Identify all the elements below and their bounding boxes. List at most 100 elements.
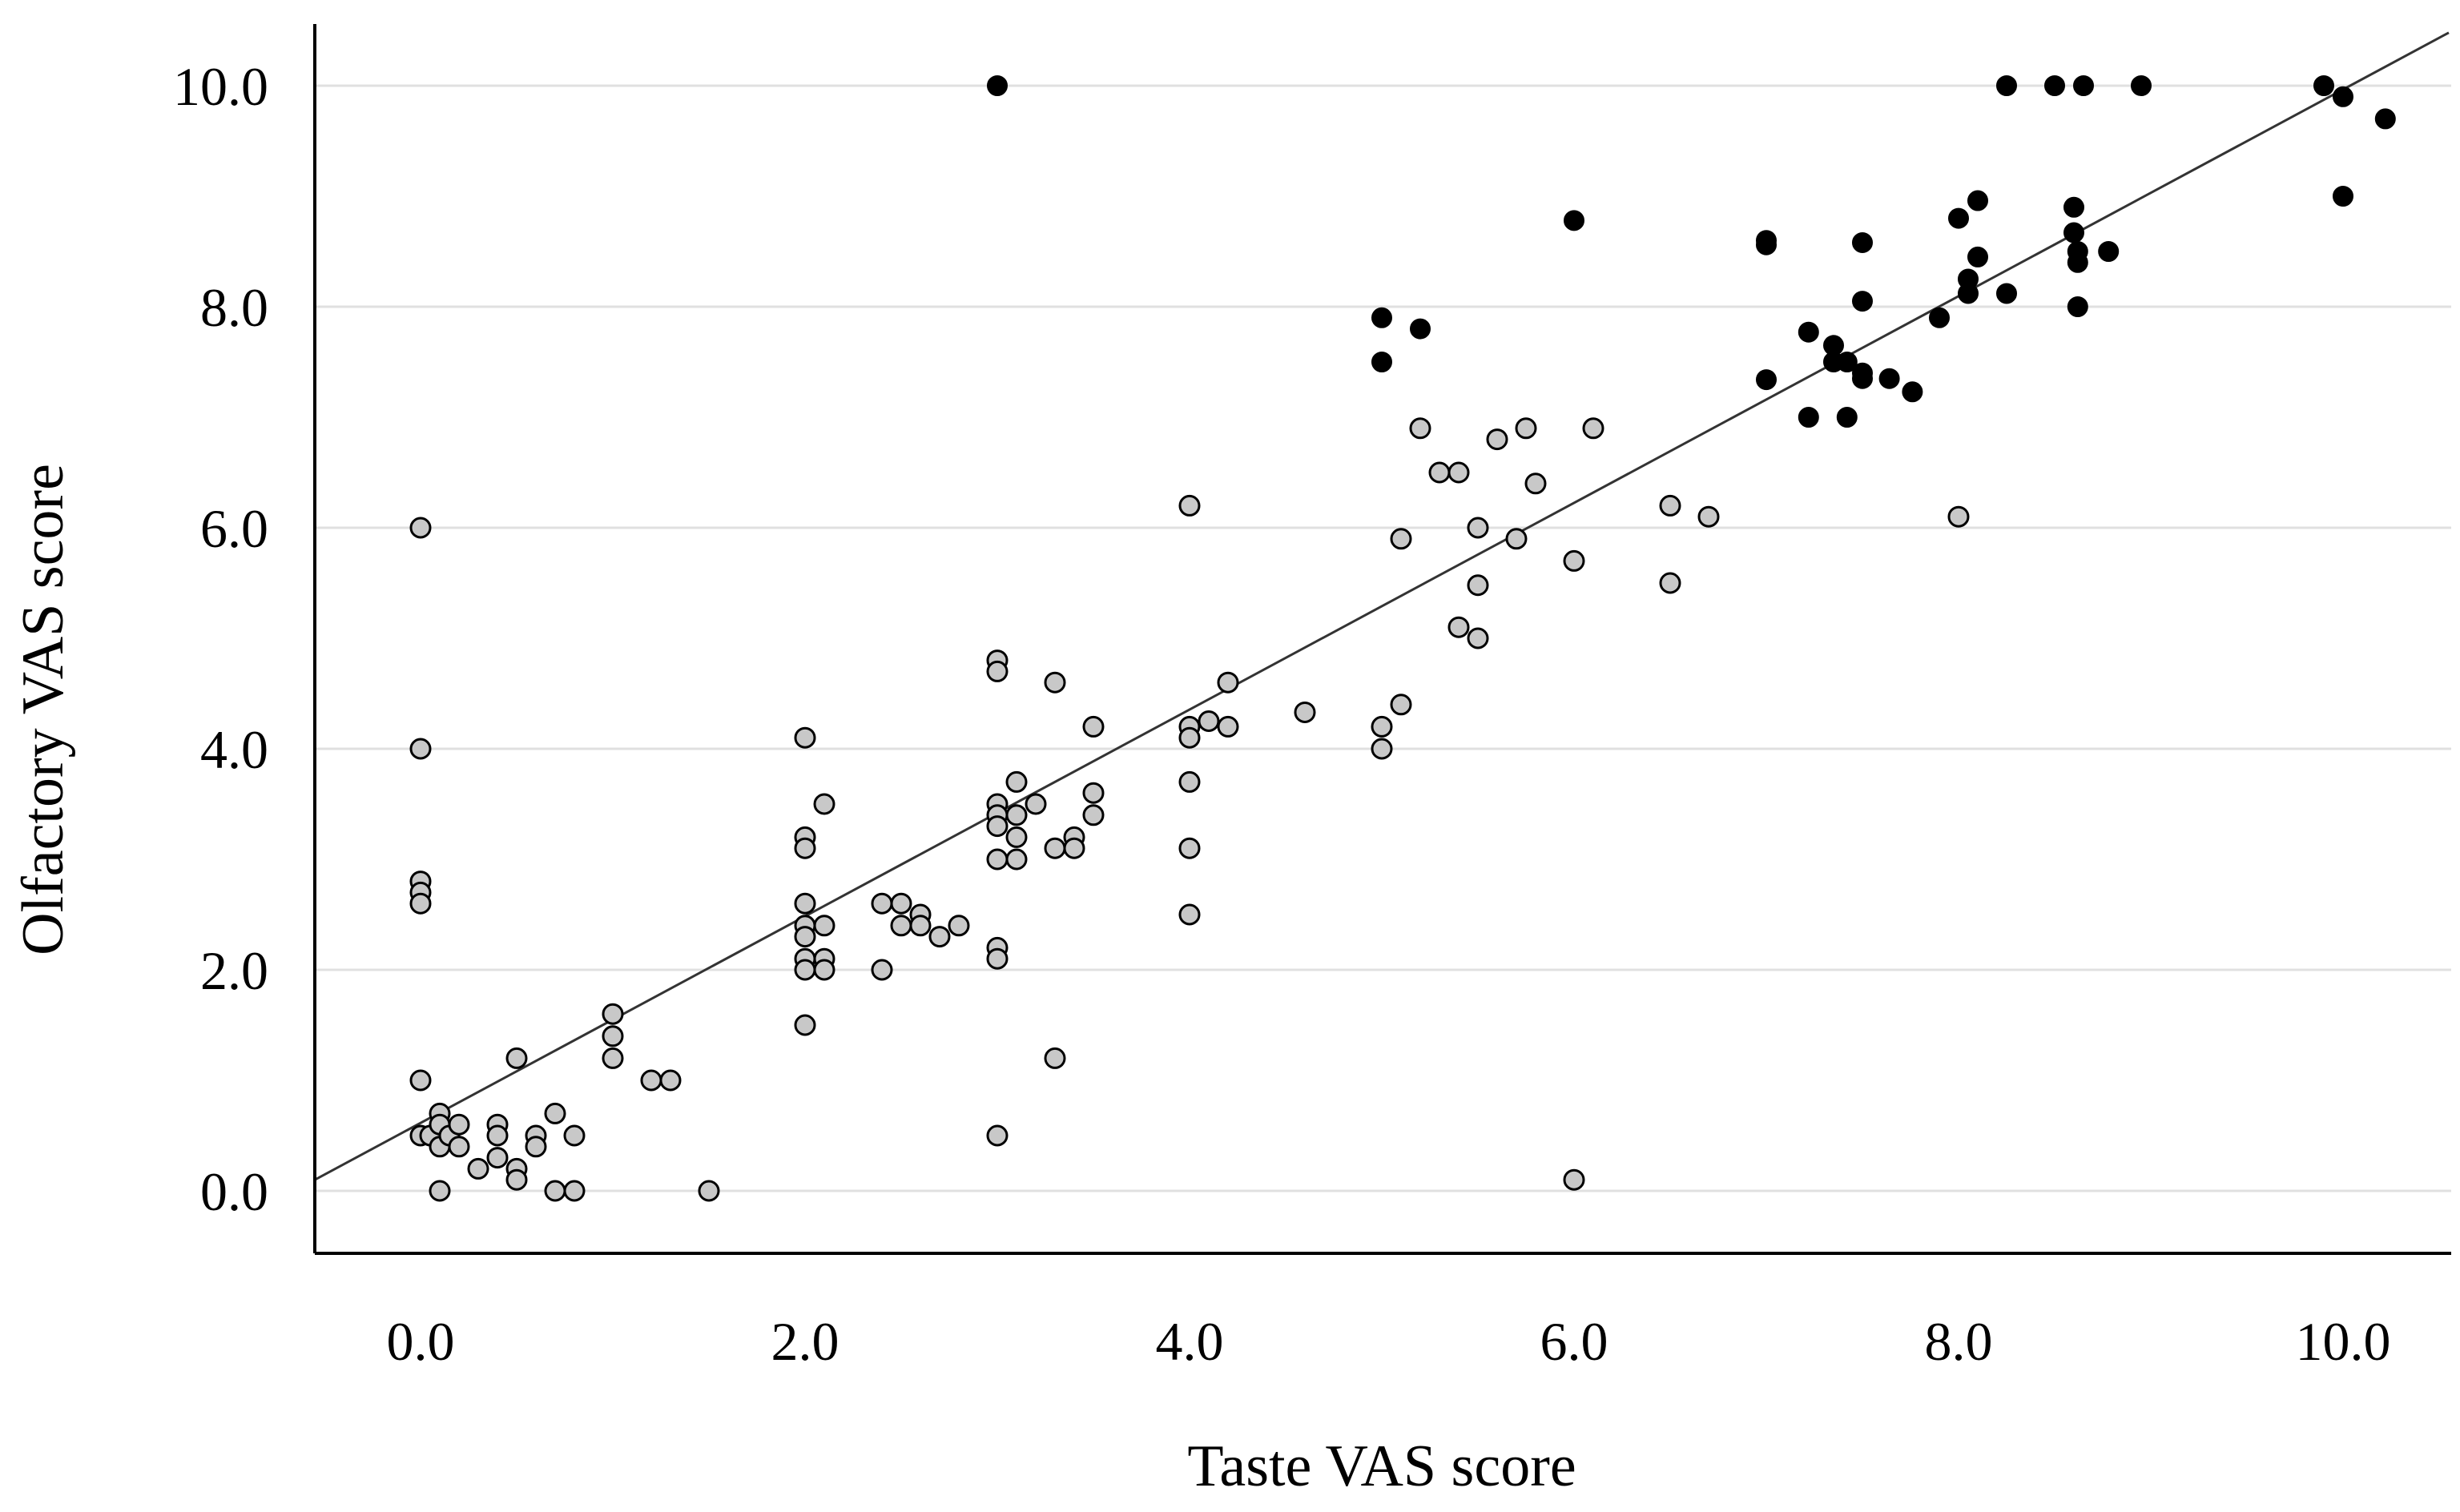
black-data-point xyxy=(1756,369,1777,391)
gray-data-point xyxy=(409,738,432,760)
gray-data-point xyxy=(986,947,1009,970)
gray-data-point xyxy=(1390,528,1412,550)
gray-data-point xyxy=(409,517,432,539)
gray-data-point xyxy=(1390,694,1412,716)
gray-data-point xyxy=(1447,461,1470,484)
gray-data-point xyxy=(486,1147,509,1169)
black-data-point xyxy=(1836,407,1858,428)
gray-data-point xyxy=(986,848,1009,871)
gray-data-point xyxy=(1178,770,1201,793)
gray-data-point xyxy=(544,1180,566,1202)
gray-data-point xyxy=(986,815,1009,838)
gray-data-point xyxy=(1044,1047,1066,1069)
x-tick-label: 2.0 xyxy=(771,1311,839,1372)
gray-data-point xyxy=(794,926,816,948)
gray-data-point xyxy=(1217,715,1239,738)
gray-data-point xyxy=(525,1136,547,1158)
gray-data-point xyxy=(1178,837,1201,859)
gray-data-point xyxy=(890,892,912,915)
gray-data-point xyxy=(1044,837,1066,859)
gray-data-point xyxy=(1524,472,1547,495)
black-data-point xyxy=(1967,246,1988,267)
regression-line xyxy=(314,31,2450,1181)
gray-data-point xyxy=(1005,804,1028,826)
y-tick-label: 10.0 xyxy=(173,56,268,117)
gray-data-point xyxy=(1178,726,1201,749)
gray-data-point xyxy=(1082,804,1105,826)
gray-data-point xyxy=(1697,505,1720,528)
gray-data-point xyxy=(602,1025,624,1048)
gray-data-point xyxy=(505,1047,528,1069)
black-data-point xyxy=(2374,108,2396,130)
black-data-point xyxy=(1410,318,1431,340)
gray-data-point xyxy=(409,892,432,915)
black-data-point xyxy=(2073,75,2094,96)
gray-data-point xyxy=(794,959,816,981)
y-tick-label: 2.0 xyxy=(200,940,268,1001)
gray-data-point xyxy=(948,915,970,937)
gray-data-point xyxy=(1217,671,1239,694)
y-tick-label: 6.0 xyxy=(200,498,268,559)
axes xyxy=(313,24,2451,1255)
black-data-point xyxy=(1836,352,1858,372)
gray-data-point xyxy=(909,915,932,937)
gray-data-point xyxy=(429,1180,451,1202)
black-data-point xyxy=(1996,75,2017,96)
gray-data-point xyxy=(813,959,835,981)
gray-data-point xyxy=(698,1180,720,1202)
black-data-point xyxy=(1798,321,1819,343)
gray-data-point xyxy=(1371,715,1393,738)
black-data-point xyxy=(2098,241,2120,262)
gray-data-point xyxy=(794,1014,816,1036)
gray-data-point xyxy=(544,1102,566,1124)
gray-data-point xyxy=(928,926,951,948)
gray-data-point xyxy=(1467,517,1489,539)
black-data-point xyxy=(2333,186,2353,207)
gray-data-point xyxy=(486,1124,509,1147)
black-data-point xyxy=(2131,75,2152,96)
black-data-point xyxy=(2333,86,2353,107)
gray-data-point xyxy=(640,1069,662,1092)
black-data-point xyxy=(2063,222,2084,243)
gridlines xyxy=(315,84,2451,1192)
black-data-point xyxy=(2067,296,2088,317)
black-data-point xyxy=(1929,307,1950,328)
gray-data-point xyxy=(1428,461,1451,484)
gray-data-point xyxy=(986,660,1009,682)
gray-data-point xyxy=(871,959,893,981)
regression-line-group xyxy=(314,31,2450,1181)
gray-data-point xyxy=(794,726,816,749)
black-data-point xyxy=(1958,283,1979,304)
black-data-point xyxy=(1371,352,1392,372)
gray-data-point xyxy=(986,1124,1009,1147)
y-tick-label: 8.0 xyxy=(200,277,268,338)
gray-data-point xyxy=(505,1168,528,1191)
gray-data-point xyxy=(890,915,912,937)
gray-data-point xyxy=(1082,782,1105,804)
gray-data-point xyxy=(1198,710,1220,732)
black-data-point xyxy=(1798,407,1819,428)
gray-data-point xyxy=(871,892,893,915)
gray-data-point xyxy=(1409,417,1431,440)
gray-data-point xyxy=(602,1047,624,1069)
x-tick-label: 4.0 xyxy=(1156,1311,1224,1372)
x-axis-label: Taste VAS score xyxy=(1187,1434,1576,1499)
gray-data-point xyxy=(1659,494,1681,517)
x-tick-label: 6.0 xyxy=(1540,1311,1608,1372)
black-data-point xyxy=(1852,368,1873,389)
black-data-point xyxy=(1996,283,2017,304)
black-data-point xyxy=(1852,231,1873,253)
black-data-point xyxy=(1878,368,1900,389)
gray-data-point xyxy=(659,1069,682,1092)
gray-data-point xyxy=(1082,715,1105,738)
gray-data-point xyxy=(1371,738,1393,760)
gray-data-point xyxy=(1563,1168,1585,1191)
gray-data-point xyxy=(1505,528,1528,550)
black-data-point xyxy=(1756,234,1777,255)
black-data-point xyxy=(1852,291,1873,312)
gray-data-point xyxy=(448,1113,470,1136)
gray-data-point xyxy=(813,915,835,937)
gray-data-point xyxy=(1563,549,1585,572)
gray-data-point xyxy=(1005,848,1028,871)
